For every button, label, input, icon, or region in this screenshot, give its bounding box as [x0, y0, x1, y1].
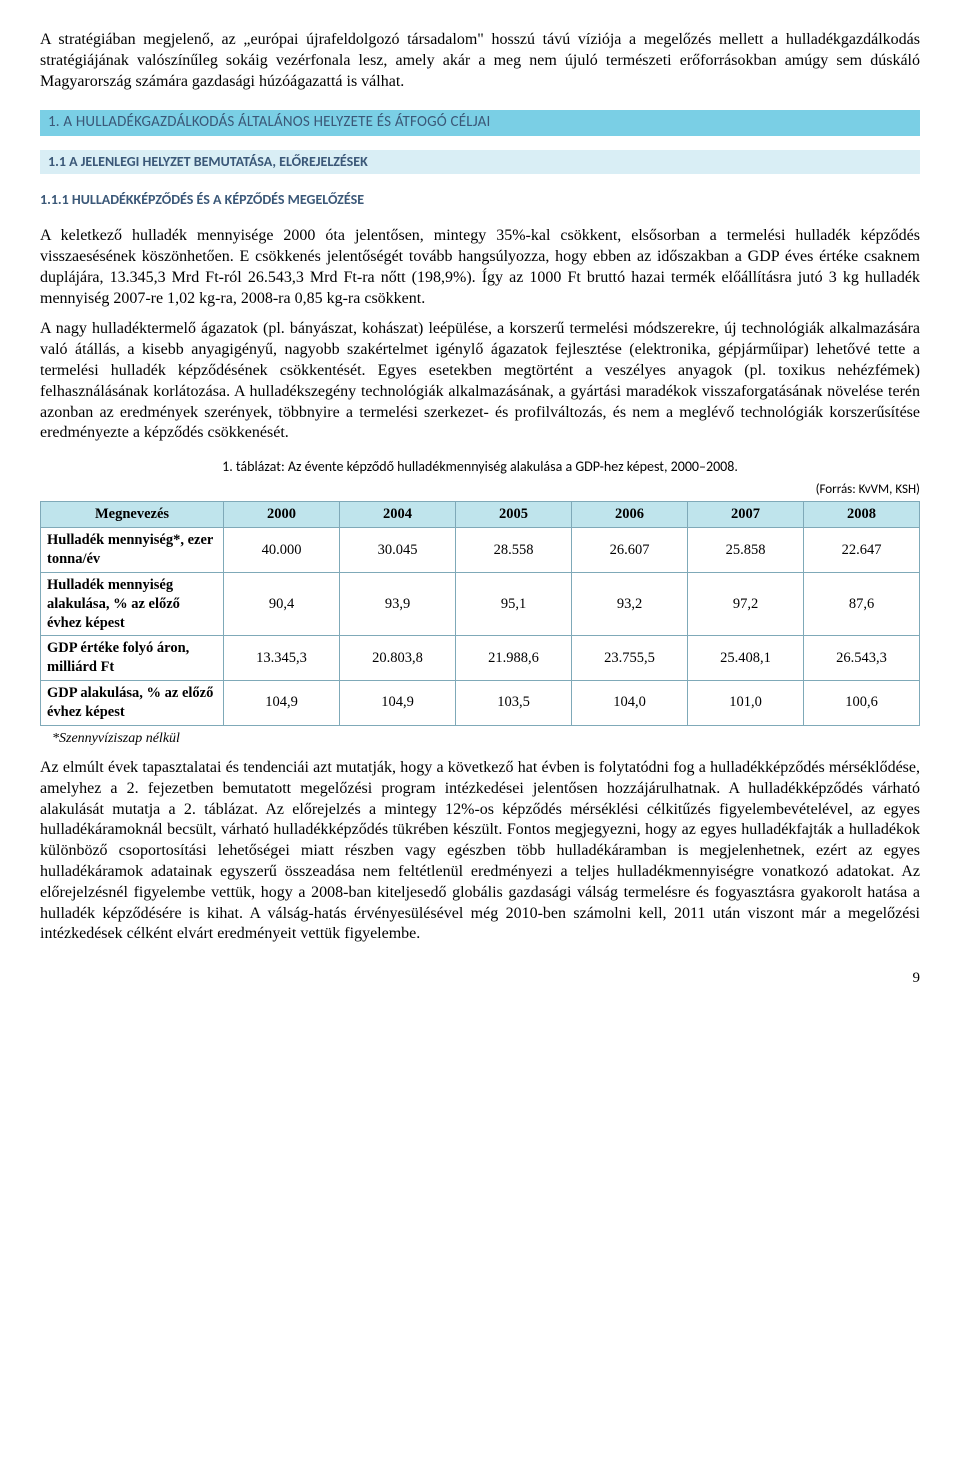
table-row: Hulladék mennyiség alakulása, % az előző… — [41, 572, 920, 636]
table-cell: 22.647 — [804, 528, 920, 573]
subsection-heading-1-1: 1.1 A JELENLEGI HELYZET BEMUTATÁSA, ELŐR… — [40, 150, 920, 174]
table-cell: 93,9 — [340, 572, 456, 636]
table-cell: 30.045 — [340, 528, 456, 573]
table-cell: 104,9 — [224, 681, 340, 726]
table-col-year: 2006 — [572, 502, 688, 528]
intro-paragraph: A stratégiában megjelenő, az „európai új… — [40, 30, 920, 92]
table-cell: 87,6 — [804, 572, 920, 636]
table-cell: 90,4 — [224, 572, 340, 636]
table-cell: 104,9 — [340, 681, 456, 726]
table-row: GDP értéke folyó áron, milliárd Ft13.345… — [41, 636, 920, 681]
table-cell: 21.988,6 — [456, 636, 572, 681]
table-1: Megnevezés 2000 2004 2005 2006 2007 2008… — [40, 501, 920, 725]
body-paragraph-2: A nagy hulladéktermelő ágazatok (pl. bán… — [40, 319, 920, 444]
table-cell: 25.408,1 — [688, 636, 804, 681]
table-cell: 28.558 — [456, 528, 572, 573]
table-row-label: Hulladék mennyiség alakulása, % az előző… — [41, 572, 224, 636]
table-cell: 103,5 — [456, 681, 572, 726]
table-cell: 93,2 — [572, 572, 688, 636]
table-cell: 13.345,3 — [224, 636, 340, 681]
page-number: 9 — [40, 969, 920, 989]
table-col-year: 2007 — [688, 502, 804, 528]
table-row: Hulladék mennyiség*, ezer tonna/év40.000… — [41, 528, 920, 573]
table-1-source: (Forrás: KvVM, KSH) — [40, 482, 920, 499]
table-col-year: 2004 — [340, 502, 456, 528]
table-1-caption: 1. táblázat: Az évente képződő hulladékm… — [40, 458, 920, 476]
table-col-label: Megnevezés — [41, 502, 224, 528]
table-row-label: Hulladék mennyiség*, ezer tonna/év — [41, 528, 224, 573]
table-cell: 40.000 — [224, 528, 340, 573]
table-1-footnote: *Szennyvíziszap nélkül — [52, 730, 920, 748]
table-cell: 26.607 — [572, 528, 688, 573]
table-row: GDP alakulása, % az előző évhez képest10… — [41, 681, 920, 726]
table-col-year: 2005 — [456, 502, 572, 528]
table-cell: 26.543,3 — [804, 636, 920, 681]
table-cell: 23.755,5 — [572, 636, 688, 681]
body-paragraph-3: Az elmúlt évek tapasztalatai és tendenci… — [40, 758, 920, 945]
table-cell: 104,0 — [572, 681, 688, 726]
table-cell: 101,0 — [688, 681, 804, 726]
table-cell: 95,1 — [456, 572, 572, 636]
table-cell: 25.858 — [688, 528, 804, 573]
table-row-label: GDP alakulása, % az előző évhez képest — [41, 681, 224, 726]
table-col-year: 2008 — [804, 502, 920, 528]
table-row-label: GDP értéke folyó áron, milliárd Ft — [41, 636, 224, 681]
subsubsection-heading-1-1-1: 1.1.1 HULLADÉKKÉPZŐDÉS ÉS A KÉPZŐDÉS MEG… — [40, 188, 920, 212]
table-cell: 100,6 — [804, 681, 920, 726]
table-cell: 97,2 — [688, 572, 804, 636]
body-paragraph-1: A keletkező hulladék mennyisége 2000 óta… — [40, 226, 920, 309]
table-cell: 20.803,8 — [340, 636, 456, 681]
table-col-year: 2000 — [224, 502, 340, 528]
table-header-row: Megnevezés 2000 2004 2005 2006 2007 2008 — [41, 502, 920, 528]
section-heading-1: 1. A HULLADÉKGAZDÁLKODÁS ÁLTALÁNOS HELYZ… — [40, 110, 920, 136]
